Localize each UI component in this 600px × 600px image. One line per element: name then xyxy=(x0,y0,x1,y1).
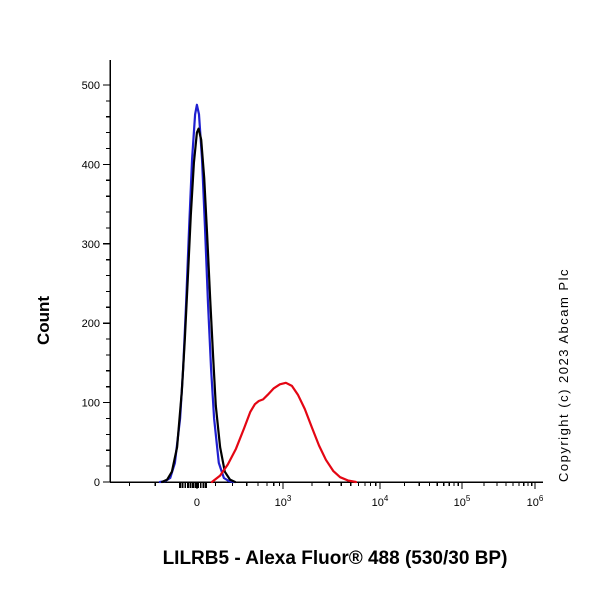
svg-text:105: 105 xyxy=(454,494,471,509)
svg-text:104: 104 xyxy=(372,494,389,509)
black-curve xyxy=(160,127,237,484)
svg-text:400: 400 xyxy=(82,159,100,171)
y-axis-tick-labels: 0 100 200 300 400 500 xyxy=(82,80,100,489)
x-axis-ticks xyxy=(128,482,536,489)
copyright-text: Copyright (c) 2023 Abcam Plc xyxy=(556,268,571,482)
chart-title: LILRB5 - Alexa Fluor® 488 (530/30 BP) xyxy=(162,548,508,569)
svg-text:106: 106 xyxy=(527,494,544,509)
svg-text:200: 200 xyxy=(82,318,100,330)
axes xyxy=(109,60,543,483)
svg-text:0: 0 xyxy=(94,477,100,489)
svg-text:300: 300 xyxy=(82,239,100,251)
red-curve xyxy=(210,381,358,484)
svg-text:0: 0 xyxy=(194,497,200,509)
y-axis-label: Count xyxy=(34,295,53,345)
blue-curve xyxy=(158,103,235,484)
dense-tick-cluster xyxy=(179,482,207,488)
svg-text:103: 103 xyxy=(275,494,292,509)
svg-text:500: 500 xyxy=(82,80,100,92)
y-axis-ticks xyxy=(103,84,110,483)
svg-text:100: 100 xyxy=(82,398,100,410)
x-axis-tick-labels: 0 103 104 105 106 xyxy=(194,494,544,509)
